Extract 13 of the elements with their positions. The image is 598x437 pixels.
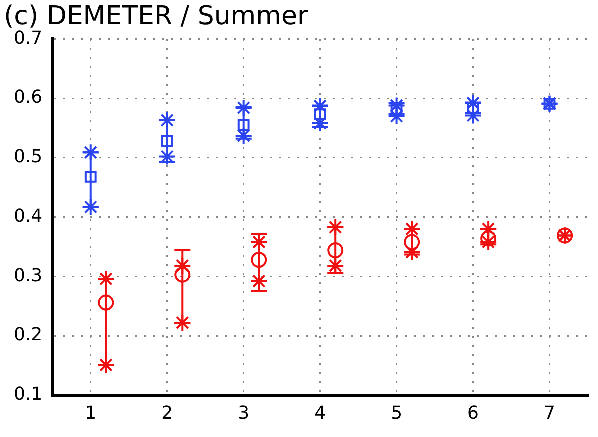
y-tick-label: 0.2 <box>14 324 43 346</box>
x-tick-label: 2 <box>162 402 174 424</box>
y-tick-label: 0.4 <box>14 206 43 227</box>
y-tick-label: 0.3 <box>14 265 43 286</box>
y-tick-label: 0.6 <box>14 87 43 108</box>
x-tick-label: 4 <box>314 402 326 424</box>
x-tick-label: 1 <box>85 402 97 424</box>
y-tick-label: 0.1 <box>14 384 43 406</box>
x-tick-label: 6 <box>468 402 480 424</box>
x-tick-label: 7 <box>544 402 556 424</box>
x-tick-label: 5 <box>391 402 403 424</box>
x-tick-label: 3 <box>238 402 250 424</box>
y-tick-label: 0.5 <box>14 146 43 168</box>
